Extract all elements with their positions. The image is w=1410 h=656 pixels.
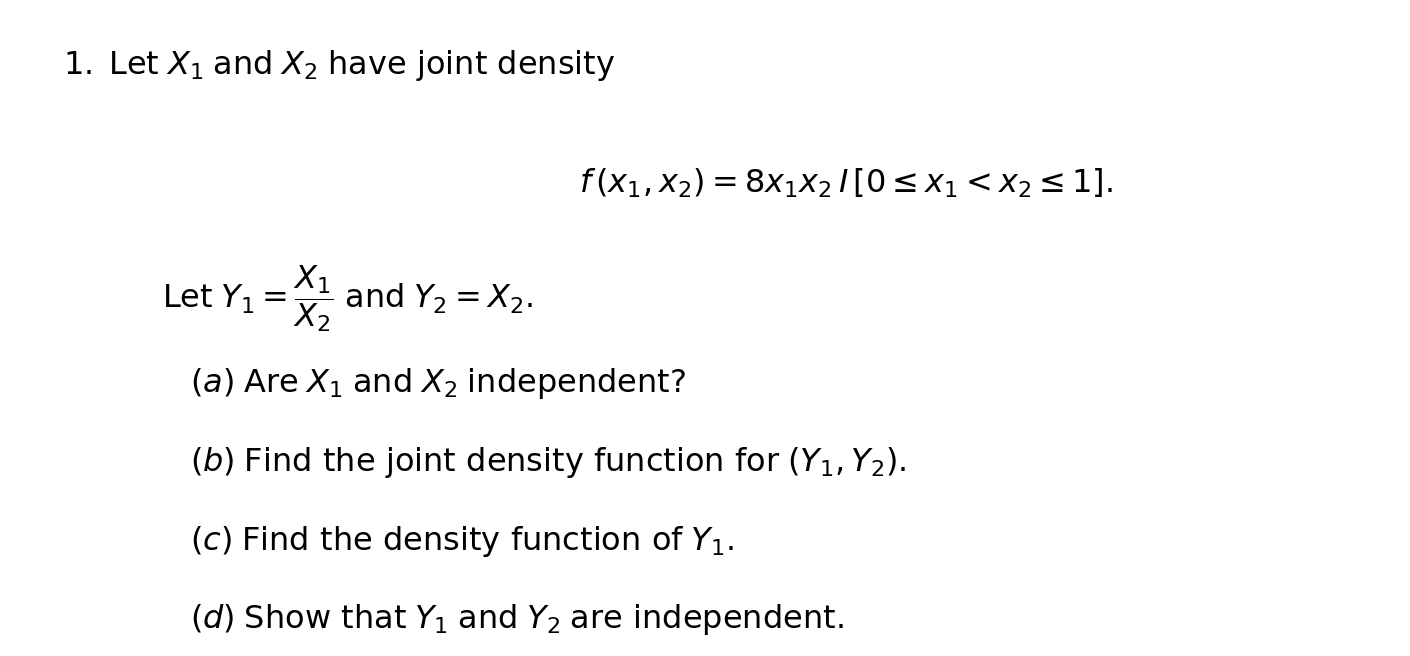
Text: $\mathrm{Let}\; Y_1 = \dfrac{X_1}{X_2} \; \mathrm{and}\; Y_2 = X_2.$: $\mathrm{Let}\; Y_1 = \dfrac{X_1}{X_2} \… (162, 263, 533, 334)
Text: $f\,(x_1,x_2) = 8x_1 x_2\, I\,[0 \leq x_1 < x_2 \leq 1].$: $f\,(x_1,x_2) = 8x_1 x_2\, I\,[0 \leq x_… (580, 167, 1112, 200)
Text: $(d)\; \mathrm{Show\ that}\; Y_1 \; \mathrm{and}\; Y_2 \; \mathrm{are\ independe: $(d)\; \mathrm{Show\ that}\; Y_1 \; \mat… (190, 602, 845, 638)
Text: $(b)\; \mathrm{Find\ the\ joint\ density\ function\ for}\; (Y_1,Y_2).$: $(b)\; \mathrm{Find\ the\ joint\ density… (190, 445, 907, 480)
Text: $1.\; \mathrm{Let}\; X_1 \; \mathrm{and}\; X_2 \; \mathrm{have\ joint\ density}$: $1.\; \mathrm{Let}\; X_1 \; \mathrm{and}… (63, 48, 616, 83)
Text: $(a)\; \mathrm{Are}\; X_1 \; \mathrm{and}\; X_2 \; \mathrm{independent?}$: $(a)\; \mathrm{Are}\; X_1 \; \mathrm{and… (190, 366, 687, 401)
Text: $(c)\; \mathrm{Find\ the\ density\ function\ of}\; Y_1.$: $(c)\; \mathrm{Find\ the\ density\ funct… (190, 523, 735, 559)
